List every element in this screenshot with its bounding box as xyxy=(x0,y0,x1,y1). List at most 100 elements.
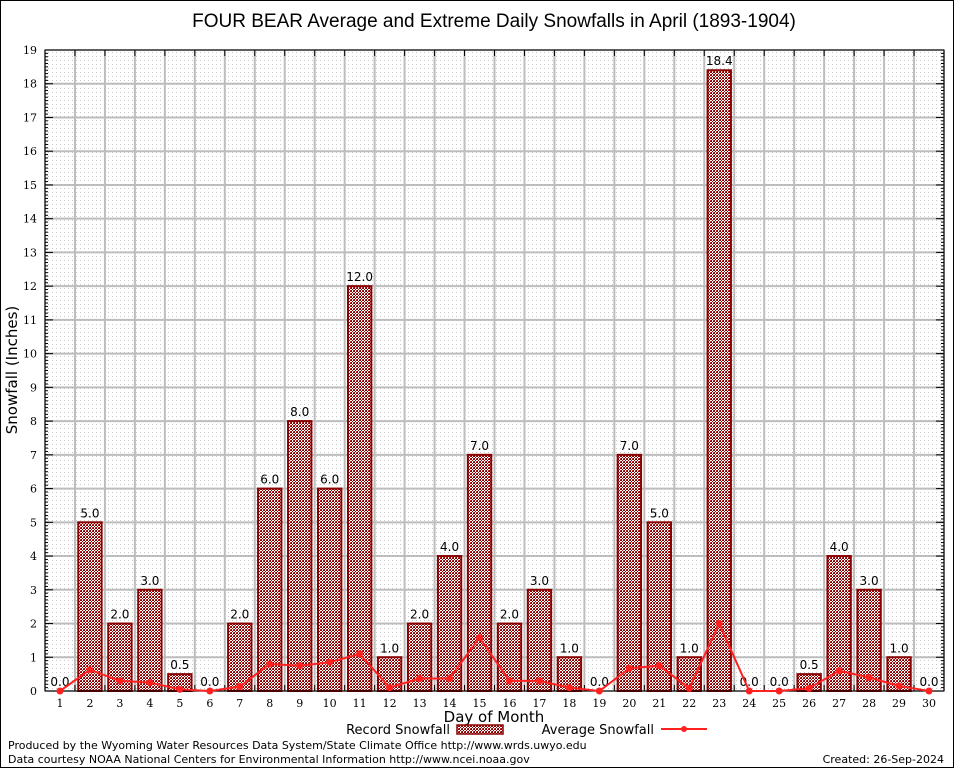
x-tick-label: 6 xyxy=(206,697,213,710)
average-point xyxy=(356,650,364,658)
bar-value-label: 7.0 xyxy=(620,439,639,453)
bar-value-label: 6.0 xyxy=(320,473,339,487)
record-bar xyxy=(77,521,103,692)
y-tick-label: 2 xyxy=(30,618,37,631)
y-tick-label: 10 xyxy=(23,348,37,361)
record-bar xyxy=(466,453,493,692)
x-axis-label: Day of Month xyxy=(444,708,545,726)
y-tick-label: 17 xyxy=(23,111,37,124)
y-tick-label: 18 xyxy=(23,78,37,91)
bar-value-label: 0.0 xyxy=(770,675,789,689)
bar-value-label: 12.0 xyxy=(346,270,373,284)
bar-value-label: 0.0 xyxy=(919,675,938,689)
average-point xyxy=(865,674,873,682)
average-point xyxy=(625,664,633,672)
average-point xyxy=(925,687,933,695)
average-point xyxy=(116,677,124,685)
x-tick-label: 22 xyxy=(682,697,696,710)
bar-value-label: 8.0 xyxy=(290,405,309,419)
y-tick-label: 14 xyxy=(23,213,37,226)
bar-value-label: 1.0 xyxy=(560,641,579,655)
y-tick-label: 6 xyxy=(30,483,37,496)
average-point xyxy=(595,687,603,695)
average-point xyxy=(565,684,573,692)
x-tick-label: 19 xyxy=(592,697,606,710)
bar-value-label: 3.0 xyxy=(140,574,159,588)
bar-value-label: 0.5 xyxy=(170,658,189,672)
x-tick-label: 8 xyxy=(266,697,273,710)
bar-value-label: 0.0 xyxy=(590,675,609,689)
bar-value-label: 5.0 xyxy=(650,506,669,520)
average-point xyxy=(895,682,903,690)
x-tick-label: 1 xyxy=(56,697,63,710)
average-point xyxy=(56,687,64,695)
average-point xyxy=(535,677,543,685)
bar-value-label: 2.0 xyxy=(230,608,249,622)
average-point xyxy=(476,634,484,642)
average-point xyxy=(296,662,304,670)
average-point xyxy=(835,667,843,675)
x-tick-label: 27 xyxy=(832,697,846,710)
y-axis-label: Snowfall (Inches) xyxy=(3,306,21,434)
y-tick-label: 9 xyxy=(30,381,37,394)
x-tick-label: 5 xyxy=(176,697,183,710)
x-tick-label: 13 xyxy=(413,697,427,710)
record-bar xyxy=(287,420,313,692)
average-point xyxy=(745,687,753,695)
x-tick-label: 21 xyxy=(652,697,666,710)
x-tick-label: 29 xyxy=(892,697,906,710)
average-point xyxy=(146,679,154,687)
average-point xyxy=(236,683,244,691)
y-tick-label: 1 xyxy=(30,651,37,664)
bar-value-label: 1.0 xyxy=(680,641,699,655)
footer-courtesy: Data courtesy NOAA National Centers for … xyxy=(8,753,530,766)
average-point xyxy=(386,684,394,692)
bar-value-label: 4.0 xyxy=(440,540,459,554)
y-tick-label: 4 xyxy=(30,550,37,563)
chart-title: FOUR BEAR Average and Extreme Daily Snow… xyxy=(192,11,796,32)
y-tick-label: 3 xyxy=(30,584,37,597)
bar-value-label: 0.0 xyxy=(200,675,219,689)
average-point xyxy=(505,677,513,685)
x-tick-label: 4 xyxy=(146,697,153,710)
average-point xyxy=(266,660,274,668)
x-tick-label: 28 xyxy=(862,697,876,710)
average-point xyxy=(86,666,94,674)
bar-value-label: 2.0 xyxy=(410,608,429,622)
x-tick-label: 15 xyxy=(473,697,487,710)
record-bar xyxy=(346,285,373,692)
x-tick-label: 3 xyxy=(116,697,123,710)
x-tick-label: 20 xyxy=(622,697,636,710)
bar-value-label: 7.0 xyxy=(470,439,489,453)
x-tick-label: 16 xyxy=(502,697,516,710)
x-tick-label: 18 xyxy=(562,697,576,710)
x-tick-label: 2 xyxy=(86,697,93,710)
bar-value-label: 4.0 xyxy=(830,540,849,554)
record-bar xyxy=(616,453,643,692)
bar-value-label: 3.0 xyxy=(860,574,879,588)
y-tick-label: 12 xyxy=(23,280,37,293)
x-tick-label: 12 xyxy=(383,697,397,710)
bar-value-label: 5.0 xyxy=(80,506,99,520)
bar-value-label: 0.0 xyxy=(50,675,69,689)
average-point xyxy=(805,684,813,692)
bar-value-label: 0.5 xyxy=(800,658,819,672)
x-tick-label: 7 xyxy=(236,697,243,710)
x-tick-label: 30 xyxy=(922,697,936,710)
footer-created: Created: 26-Sep-2024 xyxy=(822,753,944,766)
legend-average-label: Average Snowfall xyxy=(542,723,654,738)
legend: Record Snowfall Average Snowfall xyxy=(346,723,707,738)
y-tick-label: 16 xyxy=(23,145,37,158)
x-tick-label: 10 xyxy=(323,697,337,710)
average-point xyxy=(685,684,693,692)
y-tick-label: 19 xyxy=(23,44,37,57)
x-tick-label: 11 xyxy=(353,697,367,710)
bar-value-label: 2.0 xyxy=(500,608,519,622)
plot-border xyxy=(44,49,945,692)
x-tick-label: 25 xyxy=(772,697,786,710)
bar-value-label: 2.0 xyxy=(110,608,129,622)
y-tick-label: 5 xyxy=(30,516,37,529)
y-tick-label: 0 xyxy=(30,685,37,698)
y-tick-label: 15 xyxy=(23,179,37,192)
